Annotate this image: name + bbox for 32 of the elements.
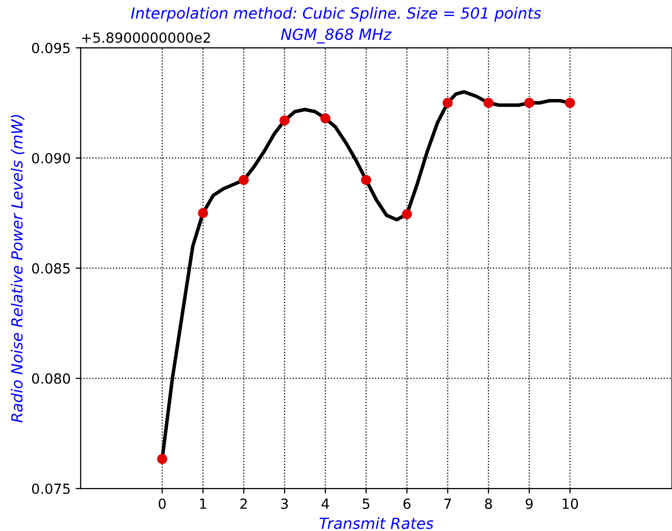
x-tick-label: 3 [281, 498, 288, 509]
x-tick-label: 6 [403, 498, 410, 509]
x-tick-label: 8 [485, 498, 492, 509]
x-tick-label: 1 [200, 498, 206, 509]
x-tick-label: 5 [362, 498, 370, 509]
chart-title: Interpolation method: Cubic Spline. Size = 501 points [131, 6, 542, 22]
y-tick-label: 0.095 [32, 42, 70, 54]
x-tick-label: 9 [526, 498, 533, 509]
point [524, 98, 534, 108]
y-tick-label: 0.090 [32, 152, 70, 164]
x-tick-label: 4 [322, 498, 329, 509]
point [442, 98, 453, 108]
point [402, 209, 412, 220]
point [564, 98, 576, 108]
point [320, 113, 330, 124]
x-tick-label: 0 [158, 498, 166, 509]
point [157, 454, 168, 464]
y-axis-title: Radio Noise Relative Power Levels (mW) [10, 115, 24, 422]
point [238, 174, 249, 186]
x-tick-label: 2 [240, 498, 247, 509]
point [279, 115, 290, 126]
point [483, 98, 494, 108]
point [361, 174, 372, 186]
y-tick-label: 0.075 [32, 483, 70, 494]
x-tick-label: 7 [444, 498, 451, 509]
point [198, 208, 208, 218]
chart-subtitle: NGM_868 MHz [281, 28, 392, 44]
y-tick-label: 0.080 [32, 373, 70, 384]
x-tick-label: 10 [562, 498, 578, 509]
x-axis-title: Transmit Rates [320, 517, 434, 530]
text: +5.8900000000e2 [82, 32, 210, 43]
y-tick-label: 0.085 [32, 263, 70, 274]
